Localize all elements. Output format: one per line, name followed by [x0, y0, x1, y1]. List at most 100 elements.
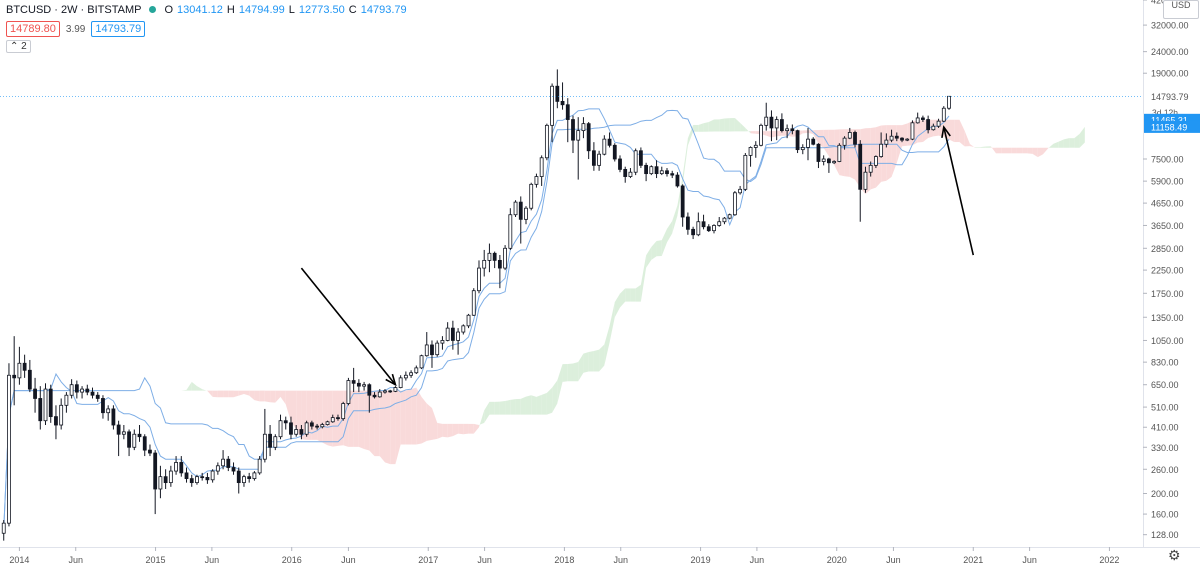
candle-body [649, 166, 654, 175]
cloud-segment [896, 125, 903, 163]
cloud-segment [463, 423, 469, 435]
cloud-segment [431, 408, 438, 440]
candle [393, 386, 398, 393]
candle [795, 129, 800, 154]
cloud-segment [395, 390, 401, 465]
candle-body [591, 150, 596, 166]
candle [294, 425, 299, 437]
candle-body [790, 128, 795, 132]
x-tick-label: 2020 [827, 555, 847, 565]
candle-body [309, 422, 314, 427]
candle [821, 155, 826, 166]
y-tick-label: 1750.00 [1151, 289, 1184, 299]
candle [727, 213, 732, 220]
candle [665, 168, 669, 177]
arrow-head [385, 373, 397, 387]
candle [27, 359, 32, 393]
x-tick-label: Jun [613, 555, 628, 565]
cloud-segment [1032, 147, 1038, 158]
candle [1, 520, 6, 541]
cloud-segment [1079, 126, 1085, 148]
cloud-segment [531, 395, 537, 415]
candle [691, 226, 696, 240]
price-axis[interactable]: 42000.0032000.0024000.0019000.007500.005… [0, 0, 1200, 540]
cloud-segment [358, 390, 365, 450]
y-tick-label: 510.00 [1151, 403, 1179, 413]
countdown-label: 3d 12h [1152, 108, 1178, 118]
cloud-segment [802, 130, 809, 134]
candle [471, 288, 476, 316]
cloud-segment [505, 399, 511, 415]
candle-body [921, 117, 925, 120]
cloud-segment [536, 394, 542, 415]
candle [236, 467, 241, 494]
y-tick-label: 4650.00 [1151, 199, 1184, 209]
candle [12, 336, 17, 406]
buy-price-button[interactable]: 14793.79 [91, 21, 146, 37]
ichimoku-cloud [139, 117, 1085, 530]
candle [257, 456, 262, 475]
candle [174, 456, 178, 475]
candle [320, 422, 325, 429]
ma-line-26 [3, 109, 950, 530]
cloud-segment [687, 124, 694, 146]
cloud-segment [917, 120, 923, 143]
cloud-segment [1043, 147, 1049, 155]
candle-body [565, 104, 570, 120]
cloud-segment [666, 220, 673, 243]
cloud-segment [369, 390, 375, 457]
candle-body [659, 170, 664, 175]
cloud-segment [296, 390, 302, 440]
candle-body [221, 458, 225, 467]
candle [163, 469, 168, 489]
candle [947, 95, 951, 110]
cloud-segment [489, 401, 495, 415]
cloud-segment [870, 127, 876, 190]
candle [732, 191, 737, 216]
candle-body [685, 216, 690, 230]
cloud-segment [207, 390, 213, 397]
candle-body [200, 476, 205, 479]
candle [409, 370, 413, 378]
candle [931, 123, 936, 131]
cloud-segment [985, 146, 991, 148]
indicators-collapse-button[interactable]: ⌃ 2 [6, 40, 31, 53]
candle [414, 365, 419, 374]
candle-body [17, 362, 22, 379]
gear-icon[interactable]: ⚙ [1168, 547, 1181, 563]
candle [800, 144, 805, 155]
candle [701, 214, 706, 230]
candle-body [947, 95, 951, 109]
candle-body [691, 228, 696, 236]
candle-body [132, 433, 137, 448]
symbol-label[interactable]: BTCUSD · 2W · BITSTAMP [6, 4, 142, 16]
candle-body [116, 424, 121, 435]
sell-price-button[interactable]: 14789.80 [6, 21, 60, 37]
cloud-segment [212, 390, 218, 398]
candle [753, 141, 758, 158]
candle [210, 469, 215, 483]
indicator-toggle-row: ⌃ 2 [6, 40, 31, 53]
cloud-segment [426, 403, 432, 441]
currency-button[interactable]: USD [1163, 0, 1199, 19]
candle [48, 384, 53, 423]
candle-body [7, 374, 11, 524]
x-tick-label: 2019 [691, 555, 711, 565]
spread-value: 3.99 [65, 24, 86, 35]
candle-body [863, 171, 868, 190]
candle-body [701, 221, 706, 228]
candle [116, 420, 121, 457]
low-value: 12773.50 [298, 4, 345, 16]
candle-body [795, 130, 800, 151]
candle [127, 429, 131, 457]
candle-body [717, 221, 722, 226]
time-axis[interactable]: 2014 Jun 2015 Jun 2016 Jun 2017 Jun 2018 Jun 2019 J… [9, 547, 1119, 565]
candle [346, 377, 351, 406]
cloud-segment [442, 423, 448, 438]
candle [774, 116, 779, 141]
candle [7, 363, 11, 527]
cloud-segment [317, 390, 323, 443]
last-price-label: 14793.79 [1151, 92, 1189, 102]
price-label-1: 11465.31 [1151, 115, 1188, 125]
